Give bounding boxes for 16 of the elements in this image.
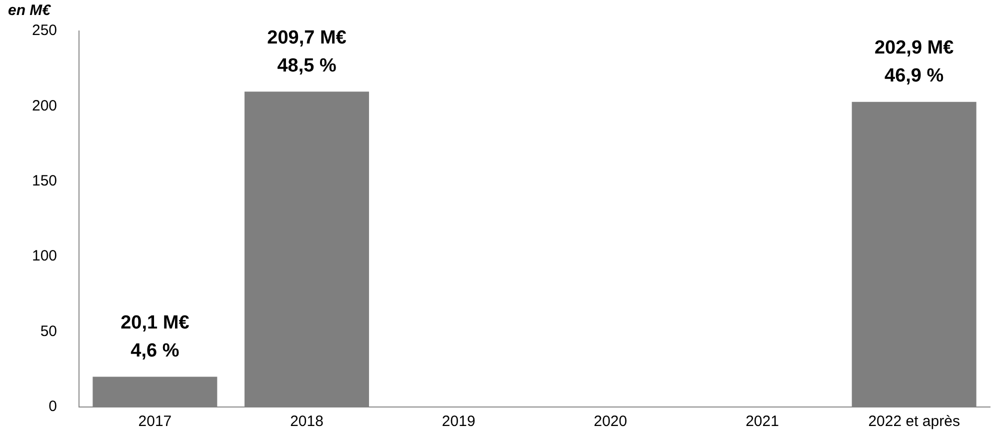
x-tick-label: 2022 et après bbox=[868, 413, 960, 430]
x-tick-label: 2018 bbox=[290, 413, 324, 430]
data-label: 209,7 M€ 48,5 % bbox=[267, 27, 347, 76]
y-tick-label: 150 bbox=[32, 172, 58, 190]
data-label: 20,1 M€ 4,6 % bbox=[120, 312, 190, 362]
x-tick-label: 2021 bbox=[746, 413, 779, 430]
x-tick-label: 2017 bbox=[138, 413, 172, 430]
x-tick-label: 2019 bbox=[442, 413, 476, 430]
y-axis-title: en M€ bbox=[8, 2, 51, 19]
y-tick-label: 100 bbox=[32, 248, 58, 265]
y-tick-label: 250 bbox=[32, 22, 58, 40]
data-label: 202,9 M€ 46,9 % bbox=[874, 38, 954, 87]
x-tick-label: 2020 bbox=[594, 413, 628, 430]
y-tick-label: 200 bbox=[32, 97, 58, 114]
y-tick-label: 50 bbox=[40, 322, 58, 340]
y-tick-label: 0 bbox=[48, 398, 58, 416]
